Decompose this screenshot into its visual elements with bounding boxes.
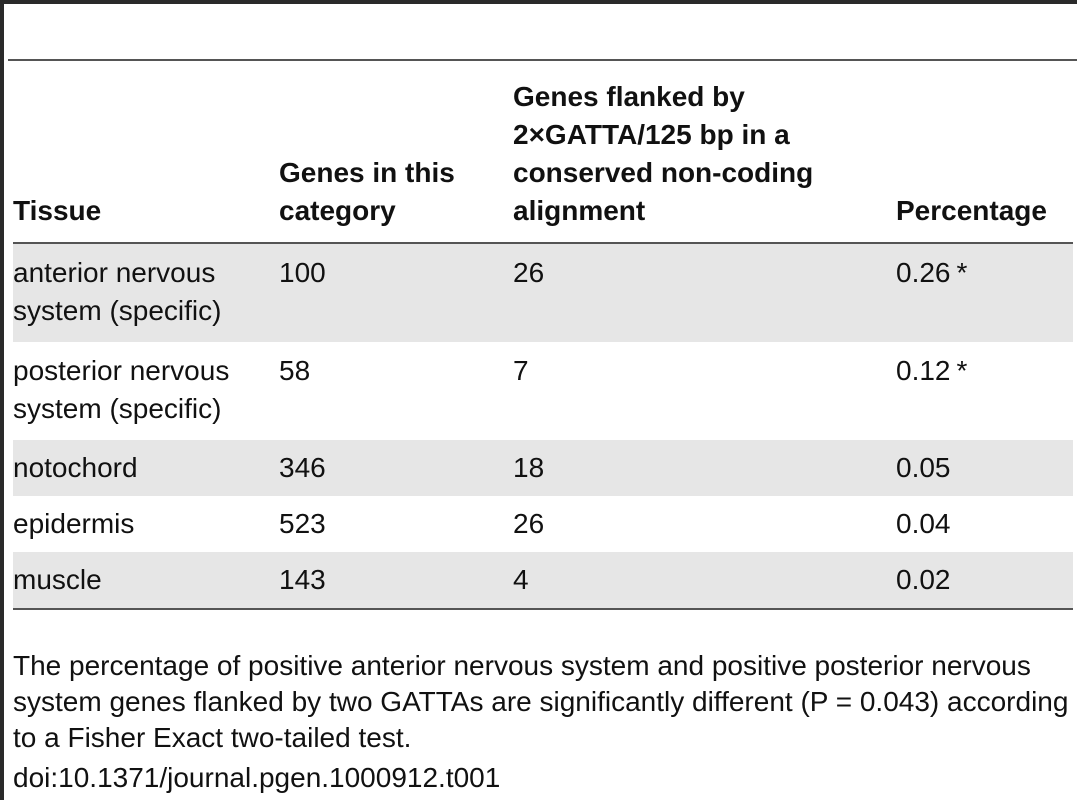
cell-tissue: muscle	[13, 552, 279, 609]
percentage-value: 0.26	[896, 257, 951, 288]
header-genes-in-category: Genes in this category	[279, 157, 455, 226]
cell-flanked: 18	[513, 440, 896, 496]
cell-genes: 58	[279, 355, 311, 386]
percentage-value: 0.12	[896, 355, 951, 386]
table-row: notochord 346 18 0.05	[13, 440, 1073, 496]
cell-flanked: 7	[513, 355, 529, 386]
significance-mark: *	[956, 355, 968, 386]
header-percentage: Percentage	[896, 195, 1047, 226]
cell-genes: 143	[279, 552, 513, 609]
cell-flanked: 26	[513, 508, 545, 539]
cell-tissue: notochord	[13, 440, 279, 496]
cell-percentage: 0.05	[896, 440, 1073, 496]
percentage-value: 0.02	[896, 564, 951, 595]
cell-percentage: 0.12 *	[896, 342, 1073, 440]
table-row: epidermis 523 26 0.04	[13, 496, 1073, 552]
top-border-rule	[0, 0, 1077, 4]
cell-percentage: 0.26 *	[896, 243, 1073, 342]
cell-flanked: 4	[513, 552, 896, 609]
table-row: posterior nervous system (specific) 58 7…	[13, 342, 1073, 440]
table-row: muscle 143 4 0.02	[13, 552, 1073, 609]
table-top-rule	[8, 59, 1077, 61]
significance-mark: *	[956, 257, 968, 288]
cell-genes: 346	[279, 440, 513, 496]
header-genes-flanked: Genes flanked by 2×GATTA/125 bp in a con…	[513, 81, 814, 226]
cell-tissue: anterior nervous system (specific)	[13, 243, 279, 342]
cell-percentage: 0.02	[896, 552, 1073, 609]
cell-genes: 523	[279, 508, 326, 539]
cell-flanked: 26	[513, 243, 896, 342]
cell-tissue: posterior nervous system (specific)	[13, 355, 230, 424]
table-header-row: Tissue Genes in this category Genes flan…	[13, 78, 1073, 243]
left-border-rule	[0, 0, 4, 800]
table-container: Tissue Genes in this category Genes flan…	[13, 78, 1073, 610]
table-row: anterior nervous system (specific) 100 2…	[13, 243, 1073, 342]
data-table: Tissue Genes in this category Genes flan…	[13, 78, 1073, 610]
percentage-value: 0.05	[896, 452, 951, 483]
cell-genes: 100	[279, 243, 513, 342]
doi-link[interactable]: doi:10.1371/journal.pgen.1000912.t001	[13, 762, 501, 793]
percentage-value: 0.04	[896, 508, 951, 539]
cell-tissue: epidermis	[13, 508, 135, 539]
header-tissue: Tissue	[13, 195, 102, 226]
cell-percentage: 0.04	[896, 496, 1073, 552]
table-footnote: The percentage of positive anterior nerv…	[13, 650, 1069, 753]
